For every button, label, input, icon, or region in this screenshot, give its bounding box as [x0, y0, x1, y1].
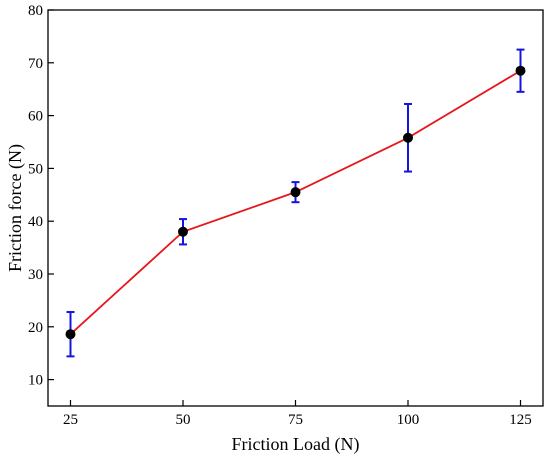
x-tick-label: 125 [509, 412, 532, 428]
data-point [290, 187, 301, 198]
x-tick-label: 50 [176, 412, 191, 428]
y-tick-label: 20 [28, 320, 43, 336]
data-point [178, 226, 188, 237]
x-tick-label: 75 [288, 412, 303, 428]
x-axis-title: Friction Load (N) [232, 434, 360, 455]
data-point [403, 132, 413, 143]
y-tick-label: 30 [28, 267, 43, 283]
data-point [515, 65, 526, 76]
axis-ticks: 25 50 75 100 125 10 20 30 40 50 60 70 80 [28, 3, 532, 428]
y-tick-label: 70 [28, 56, 43, 72]
y-axis-title: Friction force (N) [5, 144, 26, 272]
y-tick-label: 60 [28, 109, 43, 125]
y-tick-label: 80 [28, 3, 43, 19]
data-point [65, 329, 76, 340]
y-tick-label: 40 [28, 214, 43, 230]
y-tick-label: 50 [28, 161, 43, 177]
x-tick-label: 25 [63, 412, 78, 428]
data-series [65, 48, 526, 358]
plot-frame [47, 9, 544, 407]
x-tick-label: 100 [397, 412, 420, 428]
y-tick-label: 10 [28, 373, 43, 389]
